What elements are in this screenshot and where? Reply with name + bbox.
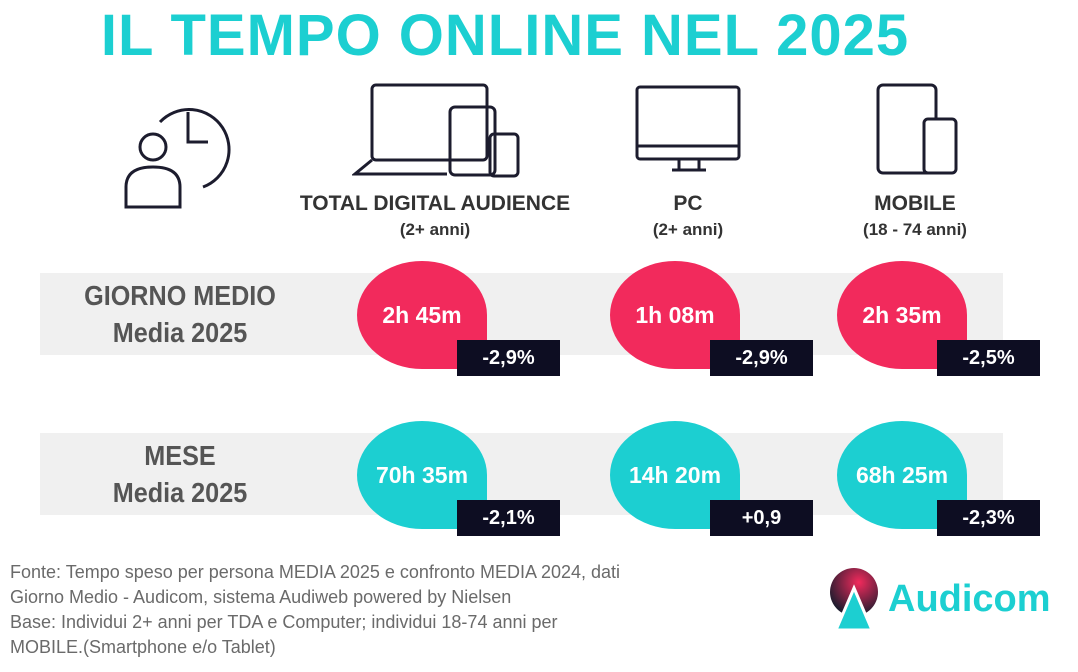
footer-line: Fonte: Tempo speso per persona MEDIA 202… xyxy=(10,562,621,582)
footer-line: MOBILE.(Smartphone e/o Tablet) xyxy=(10,637,276,657)
monitor-icon xyxy=(635,85,741,172)
change-box: -2,5% xyxy=(937,340,1040,376)
row-sub: Media 2025 xyxy=(112,317,248,348)
logo-text: Audicom xyxy=(888,578,1051,620)
column-header: TOTAL DIGITAL AUDIENCE (2+ anni) xyxy=(285,192,585,240)
row-label: MESE Media 2025 xyxy=(54,437,306,511)
column-label: TOTAL DIGITAL AUDIENCE xyxy=(299,192,571,215)
row-title: MESE xyxy=(144,440,216,471)
change-box: -2,3% xyxy=(937,500,1040,536)
value-bubble: 2h 45m xyxy=(357,261,487,369)
tablet-phone-icon xyxy=(876,83,958,175)
row-sub: Media 2025 xyxy=(112,477,248,508)
footer-line: Base: Individui 2+ anni per TDA e Comput… xyxy=(10,612,558,632)
column-sub: (2+ anni) xyxy=(399,220,471,239)
column-header: MOBILE (18 - 74 anni) xyxy=(765,192,1065,240)
footer-line: Giorno Medio - Audicom, sistema Audiweb … xyxy=(10,587,512,607)
row-title: GIORNO MEDIO xyxy=(84,280,276,311)
value-bubble: 14h 20m xyxy=(610,421,740,529)
change-box: +0,9 xyxy=(710,500,813,536)
change-box: -2,1% xyxy=(457,500,560,536)
devices-icon xyxy=(352,83,520,178)
change-box: -2,9% xyxy=(457,340,560,376)
column-sub: (2+ anni) xyxy=(652,220,724,239)
person-clock-icon xyxy=(124,108,231,209)
title: IL TEMPO ONLINE NEL 2025 xyxy=(100,3,910,68)
row-label: GIORNO MEDIO Media 2025 xyxy=(54,277,306,351)
column-header: PC (2+ anni) xyxy=(538,192,838,240)
column-sub: (18 - 74 anni) xyxy=(863,220,967,239)
column-label: PC xyxy=(673,192,703,215)
column-label: MOBILE xyxy=(874,192,956,215)
logo-mark xyxy=(830,568,878,632)
change-box: -2,9% xyxy=(710,340,813,376)
